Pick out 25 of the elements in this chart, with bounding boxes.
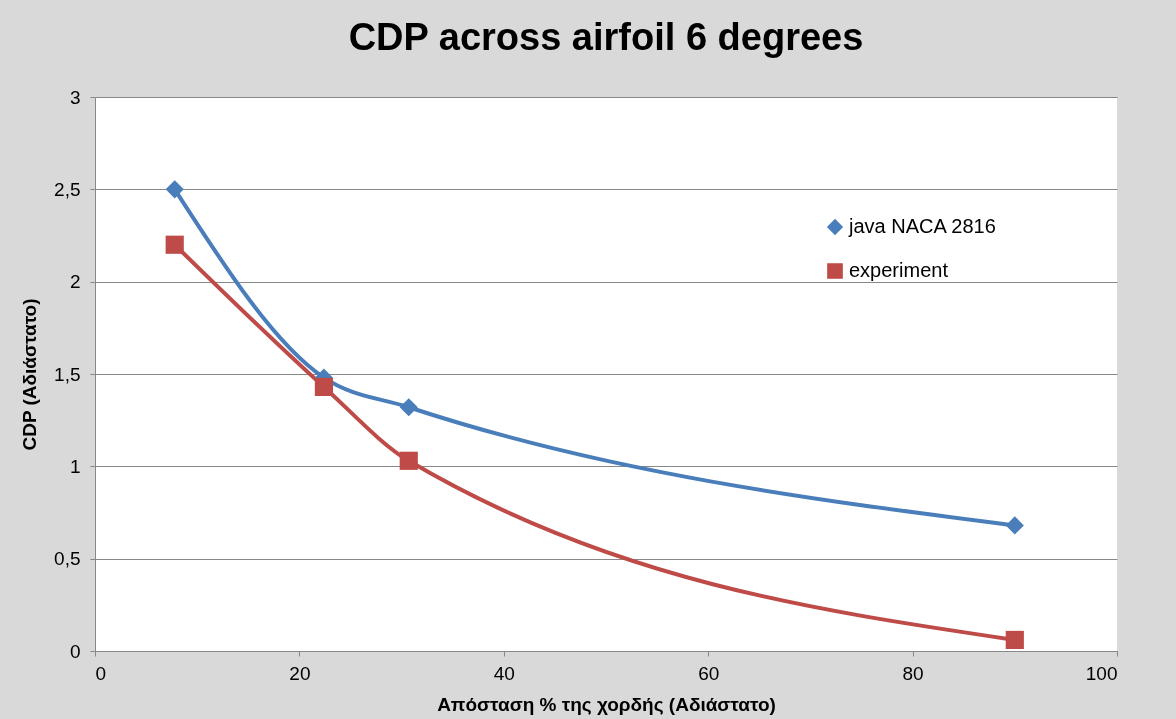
y-tick-label: 2,5 [54, 178, 81, 200]
point [399, 398, 418, 417]
point [314, 377, 334, 397]
point [1005, 516, 1024, 535]
x-tick-label: 0 [95, 662, 107, 684]
x-tick-label: 80 [902, 662, 924, 684]
x-tick-label: 60 [698, 662, 720, 684]
chart-title: CDP across airfoil 6 degrees [348, 16, 864, 58]
y-tick-label: 3 [69, 86, 81, 108]
y-tick-label: 0 [69, 640, 81, 662]
y-tick-label: 1,5 [54, 363, 81, 385]
point [165, 235, 184, 254]
point [1005, 630, 1024, 649]
legend-label: java NACA 2816 [848, 215, 996, 237]
x-axis-title: Απόσταση % της χορδής (Αδιάστατο) [437, 693, 776, 715]
point [399, 451, 418, 470]
y-tick-label: 1 [69, 455, 81, 477]
y-axis-title: CDP (Αδιάστατο) [19, 298, 41, 451]
x-tick-label: 20 [289, 662, 311, 684]
point [165, 180, 184, 199]
y-tick-label: 2 [69, 271, 81, 293]
x-tick-label: 40 [493, 662, 515, 684]
legend-label: experiment [849, 259, 949, 281]
y-tick-label: 0,5 [54, 548, 81, 570]
x-tick-label: 100 [1085, 662, 1118, 684]
